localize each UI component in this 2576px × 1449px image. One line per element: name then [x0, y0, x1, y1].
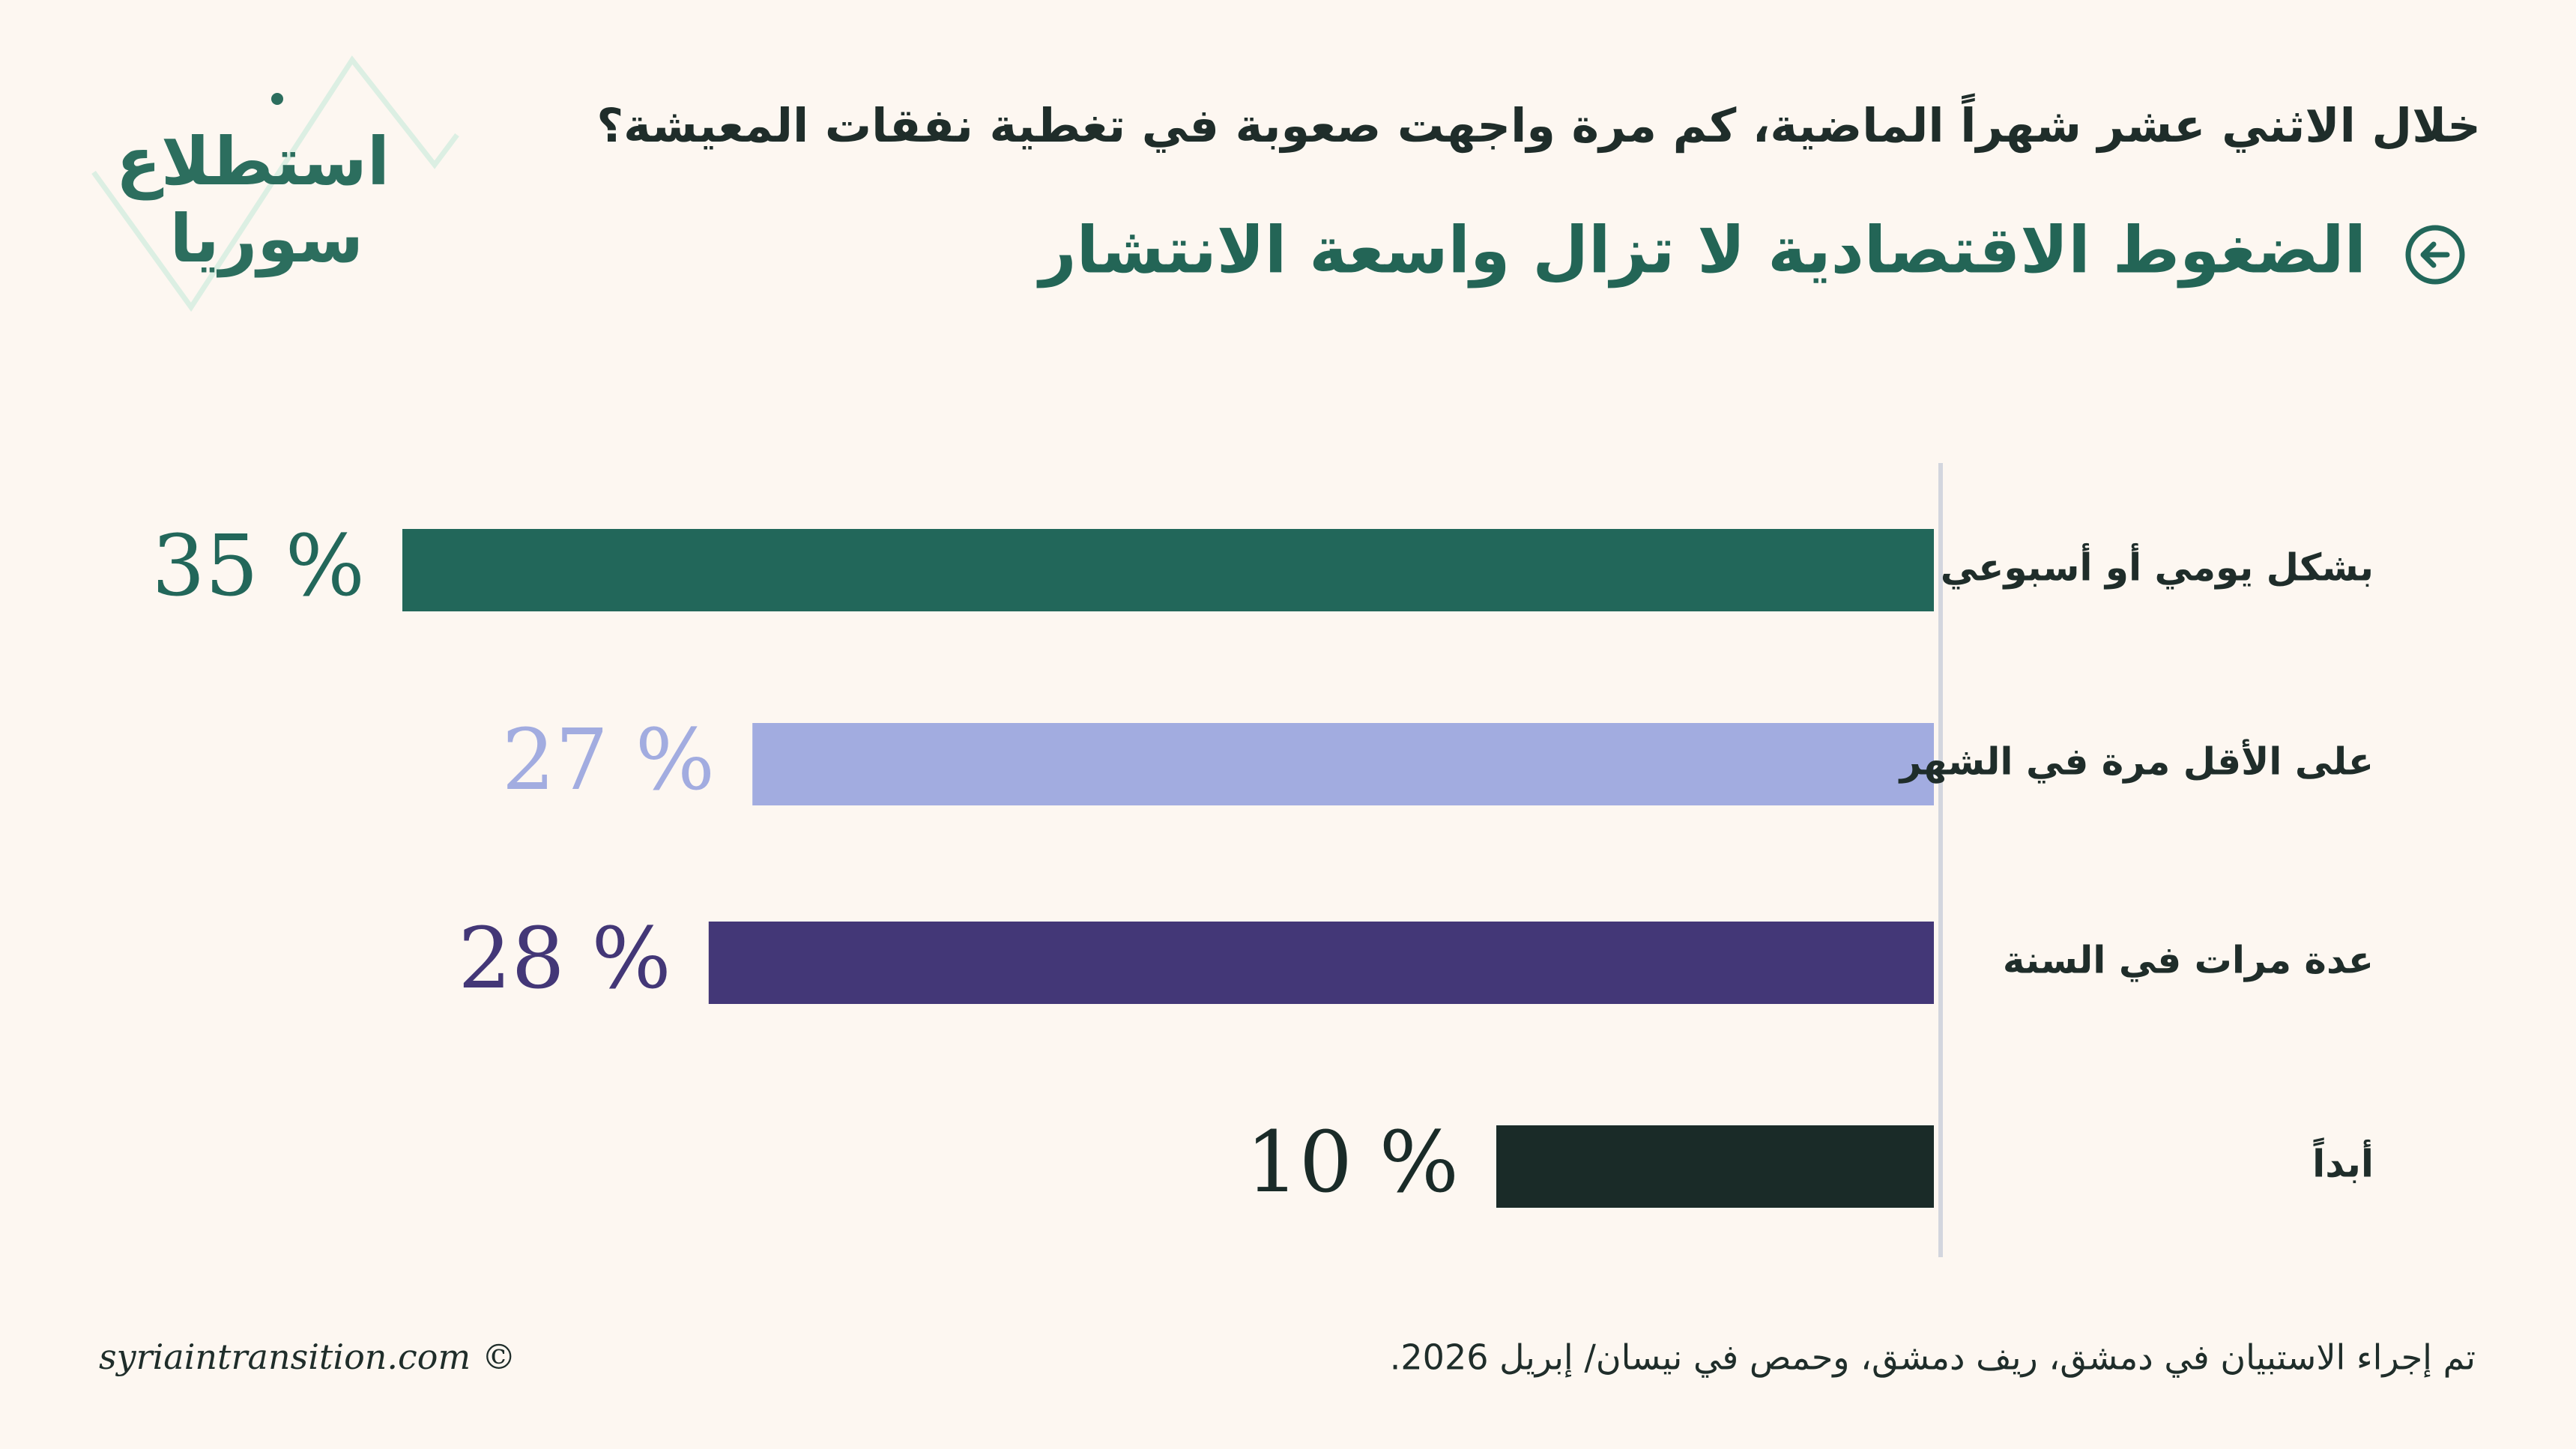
value-label: 27 % — [502, 712, 716, 809]
category-label: على الأقل مرة في الشهر — [1898, 739, 2374, 784]
value-label: 10 % — [1245, 1114, 1459, 1211]
chart-title: الضغوط الاقتصادية لا تزال واسعة الانتشار — [1036, 213, 2366, 288]
logo-text: سوريا — [170, 200, 363, 278]
chart-subtitle: خلال الاثني عشر شهراً الماضية، كم مرة وا… — [596, 92, 2481, 153]
logo-dot — [271, 93, 283, 105]
icon-circle — [2405, 225, 2465, 285]
icon-arrow — [2420, 241, 2450, 268]
logo: استطلاع سوريا — [91, 55, 459, 312]
logo-text: استطلاع — [116, 123, 390, 200]
category-label: أبداً — [2312, 1137, 2374, 1186]
source: syriaintransition.com © — [99, 1337, 516, 1377]
category-label: عدة مرات في السنة — [2003, 939, 2374, 983]
footnote: تم إجراء الاستبيان في دمشق، ريف دمشق، وح… — [1390, 1337, 2476, 1379]
value-label: 28 % — [458, 910, 671, 1008]
value-label: 35 % — [151, 518, 365, 615]
category-label: بشكل يومي أو أسبوعي — [1941, 543, 2374, 590]
title-icon — [2405, 225, 2465, 285]
bar — [1496, 1125, 1934, 1208]
bar — [752, 723, 1935, 805]
logo-decoration — [91, 55, 459, 312]
bar — [708, 922, 1934, 1004]
bar — [402, 529, 1934, 611]
